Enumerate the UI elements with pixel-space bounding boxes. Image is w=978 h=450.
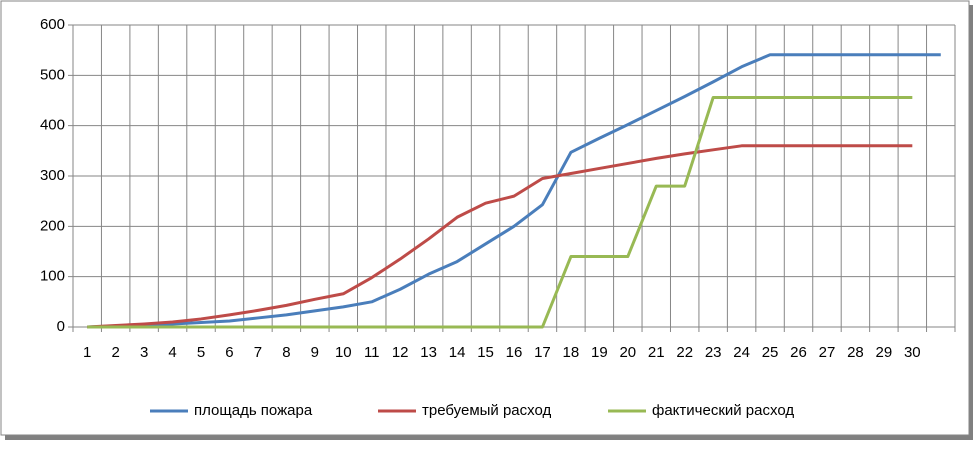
x-tick-label: 16	[506, 344, 523, 361]
chart-frame	[0, 0, 970, 436]
x-tick-label: 15	[477, 344, 494, 361]
y-tick-label: 200	[40, 217, 65, 234]
series-line	[87, 144, 913, 329]
x-tick-label: 25	[762, 344, 779, 361]
x-tick-label: 17	[534, 344, 551, 361]
x-tick-label: 11	[364, 344, 380, 361]
x-tick-label: 27	[819, 344, 836, 361]
y-tick-label: 100	[40, 268, 65, 285]
x-tick-label: 24	[733, 344, 750, 361]
x-tick-label: 23	[705, 344, 722, 361]
x-tick-label: 5	[197, 344, 205, 361]
x-tick-label: 9	[311, 344, 319, 361]
y-tick-label: 0	[57, 318, 65, 335]
x-tick-label: 30	[904, 344, 921, 361]
x-tick-label: 29	[876, 344, 893, 361]
y-tick-label: 600	[40, 16, 65, 33]
x-tick-label: 4	[168, 344, 176, 361]
legend-label: требуемый расход	[422, 402, 551, 419]
x-tick-label: 13	[420, 344, 437, 361]
x-tick-label: 1	[83, 344, 91, 361]
x-tick-label: 22	[676, 344, 693, 361]
series-line	[87, 95, 913, 329]
x-tick-label: 26	[790, 344, 807, 361]
y-tick-label: 400	[40, 117, 65, 134]
x-tick-label: 20	[619, 344, 636, 361]
legend-label: площадь пожара	[194, 402, 313, 419]
x-tick-label: 2	[112, 344, 120, 361]
x-tick-label: 28	[847, 344, 864, 361]
x-tick-label: 12	[392, 344, 409, 361]
x-tick-label: 19	[591, 344, 608, 361]
x-tick-label: 18	[563, 344, 580, 361]
x-tick-label: 21	[648, 344, 665, 361]
x-tick-label: 3	[140, 344, 148, 361]
x-tick-label: 7	[254, 344, 262, 361]
series-line	[87, 53, 941, 329]
x-tick-label: 14	[449, 344, 466, 361]
y-tick-label: 300	[40, 167, 65, 184]
legend-label: фактический расход	[652, 402, 794, 419]
x-tick-label: 10	[335, 344, 352, 361]
y-tick-label: 500	[40, 66, 65, 83]
x-tick-label: 8	[282, 344, 290, 361]
x-tick-label: 6	[225, 344, 233, 361]
